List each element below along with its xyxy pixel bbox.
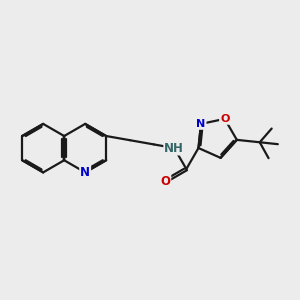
Text: O: O [220, 114, 230, 124]
Text: NH: NH [164, 142, 184, 154]
Text: N: N [196, 119, 206, 129]
Text: N: N [80, 166, 90, 179]
Text: O: O [160, 175, 170, 188]
